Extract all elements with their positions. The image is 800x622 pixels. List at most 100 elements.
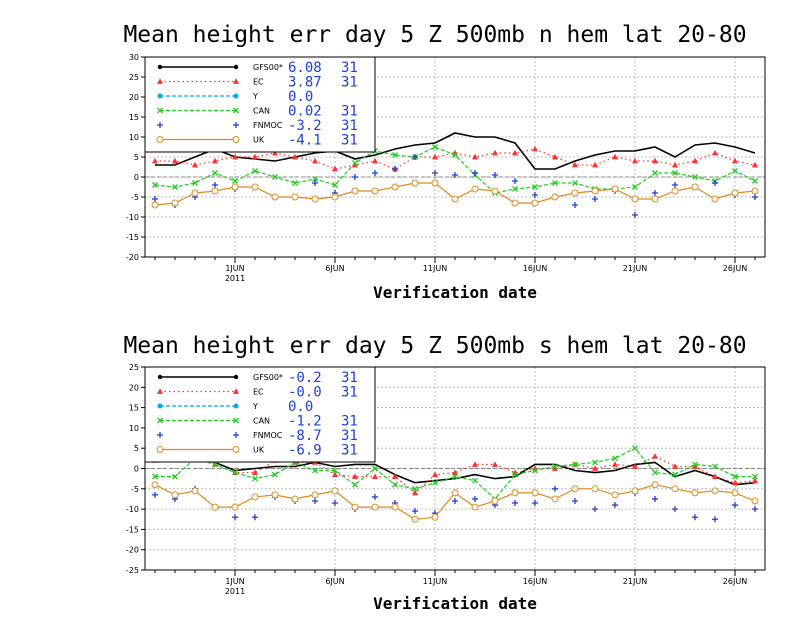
chart-1-legend-item-ec: EC 3.87 31	[157, 75, 358, 91]
chart-1-x-tick-label: 1JUN	[225, 264, 244, 273]
chart-2-series-ec-point	[392, 473, 398, 480]
chart-2-series-ec-point	[452, 469, 458, 475]
chart-1-x-tick-label: 26JUN	[723, 264, 747, 273]
chart-1-legend-stat: 3.87	[288, 75, 322, 91]
chart-1-series-ec-point	[472, 153, 478, 160]
chart-2-series-fnmoc-point	[612, 502, 618, 509]
chart-2-series-uk-point	[631, 487, 639, 495]
chart-2-legend-marker	[157, 403, 163, 409]
chart-2-series-uk-point	[451, 489, 459, 497]
chart-1-series-ec-point	[552, 153, 558, 160]
chart-1-series-can-point	[692, 174, 698, 180]
chart-2-legend-name: GFS00*	[253, 373, 283, 382]
chart-2-series-uk-point	[591, 485, 599, 493]
chart-2-series-fnmoc-point	[152, 491, 158, 498]
chart-2-series-uk-point	[471, 503, 479, 511]
chart-2-legend-stat: -1.2	[288, 414, 322, 430]
chart-2-y-tick-label: -20	[126, 546, 139, 555]
chart-1-series-fnmoc-point	[712, 180, 718, 186]
chart-2-legend-count: 31	[341, 443, 358, 459]
chart-1-legend-stat: 0.02	[288, 104, 322, 120]
chart-2-series-ec-point	[352, 473, 358, 480]
chart-2-y-tick-label: -10	[126, 505, 139, 514]
chart-2-series-uk-point	[611, 491, 619, 499]
chart-1-series-uk-point	[311, 195, 319, 203]
chart-2-legend-count: 31	[341, 370, 358, 386]
chart-1-series-uk-point	[251, 183, 259, 191]
chart-2-series-ec-point	[672, 463, 678, 469]
chart-2-series-fnmoc-point	[592, 506, 598, 513]
chart-1-series-uk-point	[291, 193, 299, 201]
chart-1-legend-name: GFS00*	[253, 63, 283, 72]
chart-1-series-fnmoc-point	[452, 172, 458, 178]
chart-1-y-tick-label: 5	[134, 153, 139, 162]
chart-1-legend-stat: -3.2	[288, 118, 322, 134]
chart-2-x-tick-label: 26JUN	[723, 577, 747, 586]
chart-2-series-uk-point	[751, 497, 759, 505]
chart-2-y-tick-label: -25	[126, 566, 139, 575]
chart-1-series-ec-point	[732, 157, 738, 164]
chart-1-series-can-point	[332, 182, 338, 188]
chart-2-series-uk	[151, 481, 759, 523]
chart-2-legend-marker	[233, 388, 239, 394]
chart-2-series-ec-point	[732, 479, 738, 486]
chart-1-series-uk-point	[571, 189, 579, 197]
chart-2-x-axis-label: Verification date	[373, 594, 537, 613]
chart-1-series-fnmoc-point	[352, 174, 358, 180]
chart-1-legend-marker	[233, 107, 239, 114]
chart-1-series-can-point	[152, 182, 158, 188]
chart-2-series-can-point	[512, 471, 518, 478]
chart-1-series-fnmoc	[152, 154, 758, 218]
chart-2-series-can-point	[252, 475, 258, 482]
chart-2-series-ec-point	[712, 473, 718, 480]
chart-1-legend-count: 31	[341, 118, 358, 134]
chart-1-y-tick-label: 15	[129, 113, 139, 122]
chart-1-y-tick-label: -10	[126, 213, 139, 222]
chart-2-legend-item-gfs00: GFS00* -0.2 31	[157, 370, 358, 386]
chart-1-series-uk-point	[531, 199, 539, 207]
chart-2-series-can-point	[472, 477, 478, 484]
chart-2-legend-marker	[233, 432, 239, 438]
chart-1-x-tick-label: 6JUN	[325, 264, 344, 273]
chart-2-series-uk-point	[171, 491, 179, 499]
chart-1-series-fnmoc-point	[212, 182, 218, 188]
chart-1-legend-marker	[157, 122, 163, 128]
chart-2-series-fnmoc-point	[532, 500, 538, 507]
chart-1-series-uk-point	[271, 193, 279, 201]
chart-2-legend-marker	[233, 403, 239, 409]
chart-2: Mean height err day 5 Z 500mb s hem lat …	[123, 333, 766, 613]
chart-1-series-fnmoc-point	[392, 166, 398, 172]
chart-1-series-uk-point	[351, 187, 359, 195]
chart-2-series-fnmoc-point	[512, 500, 518, 507]
chart-1-series-ec-point	[432, 153, 438, 160]
chart-2-y-tick-label: 25	[129, 363, 139, 372]
chart-2-series-uk-point	[571, 485, 579, 493]
chart-2-series-uk-point	[211, 503, 219, 511]
chart-2-series-uk-point	[351, 503, 359, 511]
chart-2-series-ec-point	[472, 461, 478, 467]
chart-2-legend-marker	[156, 446, 164, 453]
chart-1-series-can-point	[552, 180, 558, 186]
chart-1-series-fnmoc-point	[312, 180, 318, 186]
chart-2-legend-item-uk: UK -6.9 31	[156, 443, 358, 459]
chart-2-series-can-point	[572, 461, 578, 468]
chart-1-series-can-point	[212, 170, 218, 176]
chart-1-series-can-point	[652, 170, 658, 176]
chart-2-y-tick-label: 5	[134, 444, 139, 453]
chart-2-series-can-point	[152, 473, 158, 480]
chart-2-series-fnmoc-point	[412, 508, 418, 515]
chart-1-series-ec-point	[232, 153, 238, 160]
chart-1-legend-name: FNMOC	[253, 121, 283, 130]
chart-2-series-can-point	[312, 467, 318, 474]
chart-2-series-fnmoc-point	[252, 514, 258, 521]
chart-1-y-tick-label: 25	[129, 73, 139, 82]
chart-2-y-tick-label: 10	[129, 424, 139, 433]
chart-1-series-can-point	[672, 170, 678, 176]
chart-2-series-can-point	[432, 479, 438, 486]
chart-2-legend-name: Y	[252, 402, 258, 411]
chart-2-series-fnmoc-point	[232, 514, 238, 521]
chart-2-series-fnmoc-point	[312, 497, 318, 504]
chart-1-series-uk	[151, 179, 759, 209]
chart-1-series-ec-point	[252, 153, 258, 160]
